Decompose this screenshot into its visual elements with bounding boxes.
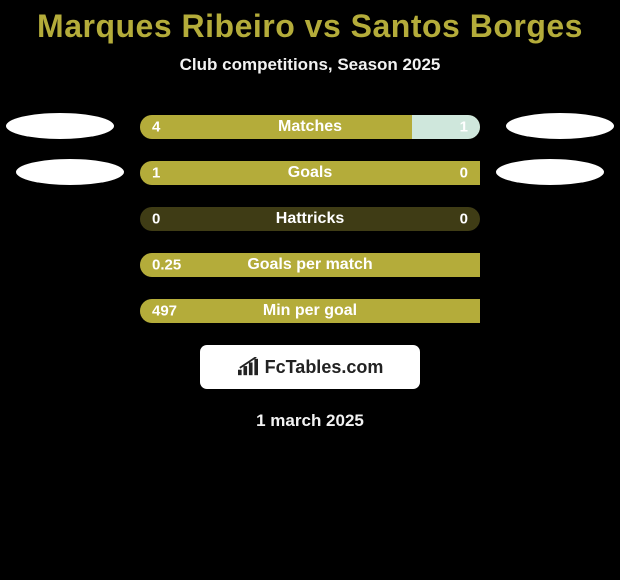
bar-right — [412, 115, 480, 139]
comparison-card: Marques Ribeiro vs Santos Borges Club co… — [0, 0, 620, 431]
stat-row: 1 Goals 0 — [140, 161, 480, 185]
player2-name: Santos Borges — [351, 8, 583, 44]
bar-left — [140, 115, 412, 139]
club-badge-left-2 — [16, 159, 124, 185]
value-left: 0 — [152, 211, 160, 228]
barchart-icon — [237, 357, 259, 377]
value-right: 1 — [460, 119, 468, 136]
club-badge-right-1 — [506, 113, 614, 139]
stat-row: 4 Matches 1 — [140, 115, 480, 139]
metric-label: Goals — [288, 164, 332, 182]
club-badge-right-2 — [496, 159, 604, 185]
footer-date: 1 march 2025 — [0, 411, 620, 431]
brand-logo: FcTables.com — [200, 345, 420, 389]
club-badge-left-1 — [6, 113, 114, 139]
vs-text: vs — [305, 8, 342, 44]
metric-label: Matches — [278, 118, 342, 136]
value-right: 0 — [460, 211, 468, 228]
metric-label: Goals per match — [247, 256, 372, 274]
page-title: Marques Ribeiro vs Santos Borges — [0, 8, 620, 45]
player1-name: Marques Ribeiro — [37, 8, 295, 44]
stat-row: 0 Hattricks 0 — [140, 207, 480, 231]
metric-label: Min per goal — [263, 302, 357, 320]
brand-text: FcTables.com — [265, 357, 384, 378]
stat-row: 497 Min per goal — [140, 299, 480, 323]
metric-label: Hattricks — [276, 210, 344, 228]
value-left: 1 — [152, 165, 160, 182]
value-left: 4 — [152, 119, 160, 136]
stat-row: 0.25 Goals per match — [140, 253, 480, 277]
value-left: 497 — [152, 303, 177, 320]
subtitle: Club competitions, Season 2025 — [0, 55, 620, 75]
value-right: 0 — [460, 165, 468, 182]
value-left: 0.25 — [152, 257, 181, 274]
stat-rows: 4 Matches 1 1 Goals 0 0 Hattricks 0 0.25… — [0, 115, 620, 323]
